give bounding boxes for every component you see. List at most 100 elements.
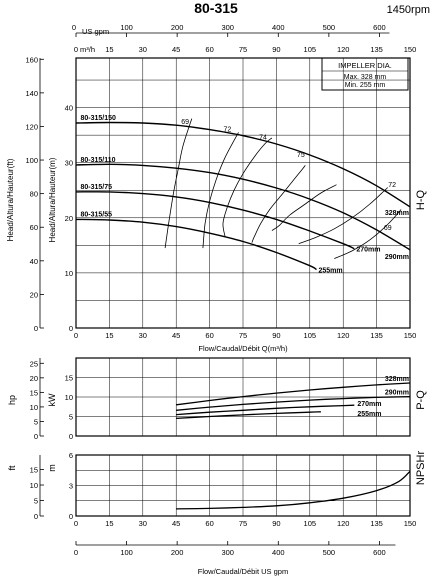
pq-left-tick-label: 10 [30,403,38,412]
speed-label: 1450rpm [387,4,430,16]
npshr-side-label: NPSHr [415,451,427,486]
gpm-tick-label: 200 [171,23,184,32]
npsh-x-tick-label: 30 [139,519,147,528]
hq-inner-tick-label: 40 [65,104,73,113]
m3h-top-tick-label: 0 [74,45,78,54]
hq-inner-tick-label: 30 [65,159,73,168]
flow-axis-label-middle: Flow/Caudal/Débit Q(m³/h) [198,344,288,353]
npsh-inner-tick-label: 3 [69,482,73,491]
hq-curve-name-label: 80-315/75 [80,184,112,191]
npsh-x-tick-label: 135 [370,519,383,528]
hq-left-tick-label: 140 [25,89,38,98]
top-axis-ticks: 0 100 200 300 400 500 600 15 30 45 60 75 90 105 120 135… [72,23,416,54]
ft-label: ft [7,465,17,471]
npsh-left-tick-label: 0 [34,512,38,521]
pq-left-tick-label: 25 [30,359,38,368]
gpm-axis-label: US gpm [82,27,109,36]
bottom-gpm-tick-label: 200 [171,548,184,557]
kw-label: kW [47,393,57,407]
gpm-tick-label: 0 [72,23,76,32]
hq-inner-tick-label: 0 [69,324,73,333]
m3h-top-tick-label: 75 [239,45,247,54]
hq-ylabel-m: Head/Altura/Hauteur(m) [48,157,57,242]
efficiency-label: 75 [297,152,305,159]
pq-inner-tick-label: 10 [65,393,73,402]
pq-curve-290mm [176,395,411,411]
hq-left-tick-label: 60 [30,223,38,232]
pq-diameter-label-255mm: 255mm [357,411,381,418]
pq-inner-tick-label: 15 [65,374,73,383]
pq-left-tick-label: 0 [34,432,38,441]
hq-inner-tick-label: 10 [65,269,73,278]
efficiency-label: 69 [181,119,189,126]
hq-curve-name-label: 80-315/110 [80,157,115,164]
m3h-top-tick-label: 150 [404,45,417,54]
hq-left-tick-label: 0 [34,324,38,333]
npshr-curve [176,470,411,510]
hq-curve-80-315/55 [75,218,317,271]
pq-diameter-label-290mm: 290mm [385,390,409,397]
m3h-top-tick-label: 120 [337,45,350,54]
pq-side-label: P-Q [415,390,427,410]
bottom-gpm-tick-label: 600 [373,548,386,557]
npsh-x-tick-label: 90 [272,519,280,528]
hq-curve-80-315/150 [75,121,411,208]
npsh-x-tick-label: 150 [404,519,417,528]
npsh-x-tick-label: 75 [239,519,247,528]
hq-ylabel-ft: Head/Altura/Hauteur(ft) [6,158,15,241]
bottom-gpm-tick-label: 100 [120,548,133,557]
chart-title: 80-315 [194,0,238,16]
pq-left-tick-label: 20 [30,374,38,383]
pq-left-tick-label: 15 [30,388,38,397]
flow-axis-label-bottom: Flow/Caudal/Débit US gpm [198,567,288,576]
npsh-x-tick-label: 45 [172,519,180,528]
hq-left-tick-label: 40 [30,257,38,266]
gpm-tick-label: 100 [120,23,133,32]
hq-x-tick-label: 105 [304,331,317,340]
hq-curve-80-315/75 [75,191,355,250]
hq-x-tick-label: 0 [74,331,78,340]
hq-side-label: H-Q [415,189,427,210]
hp-label: hp [7,395,17,405]
m-label: m [47,464,57,472]
npsh-inner-tick-label: 6 [69,451,73,460]
impeller-box-title: IMPELLER DIA. [338,61,392,70]
efficiency-line-75 [251,165,306,243]
pq-inner-tick-label: 5 [69,413,73,422]
gpm-tick-label: 300 [221,23,234,32]
efficiency-line-74 [222,137,273,238]
pq-curve-270mm [176,404,355,416]
hq-x-tick-label: 135 [370,331,383,340]
hq-left-tick-label: 160 [25,55,38,64]
hq-diameter-label-270mm: 270mm [356,247,380,254]
npsh-x-tick-label: 0 [74,519,78,528]
efficiency-line-69 [334,209,402,259]
bottom-gpm-tick-label: 400 [272,548,285,557]
npsh-left-tick-label: 10 [30,481,38,490]
hq-x-tick-label: 60 [205,331,213,340]
m3h-top-tick-label: 30 [139,45,147,54]
hq-diameter-label-290mm: 290mm [385,254,409,261]
pq-diameter-label-270mm: 270mm [357,401,381,408]
gpm-tick-label: 600 [373,23,386,32]
impeller-box-min: Min. 255 mm [345,82,386,89]
gpm-tick-label: 500 [323,23,336,32]
m3h-top-tick-label: 60 [205,45,213,54]
efficiency-label: 72 [388,182,396,189]
pq-inner-tick-label: 0 [69,432,73,441]
npsh-x-tick-label: 15 [105,519,113,528]
efficiency-line-72 [298,187,388,245]
npsh-x-tick-label: 120 [337,519,350,528]
impeller-box: IMPELLER DIA. Max. 328 mm Min. 255 mm [321,57,409,91]
m3h-top-tick-label: 135 [370,45,383,54]
efficiency-label: 72 [224,126,232,133]
pq-curve-328mm [176,382,411,406]
efficiency-label: 69 [384,225,392,232]
hq-x-tick-label: 30 [139,331,147,340]
hq-x-tick-label: 45 [172,331,180,340]
efficiency-line-72 [202,132,239,249]
hq-diameter-label-255mm: 255mm [318,268,342,275]
hq-frame [75,57,411,329]
